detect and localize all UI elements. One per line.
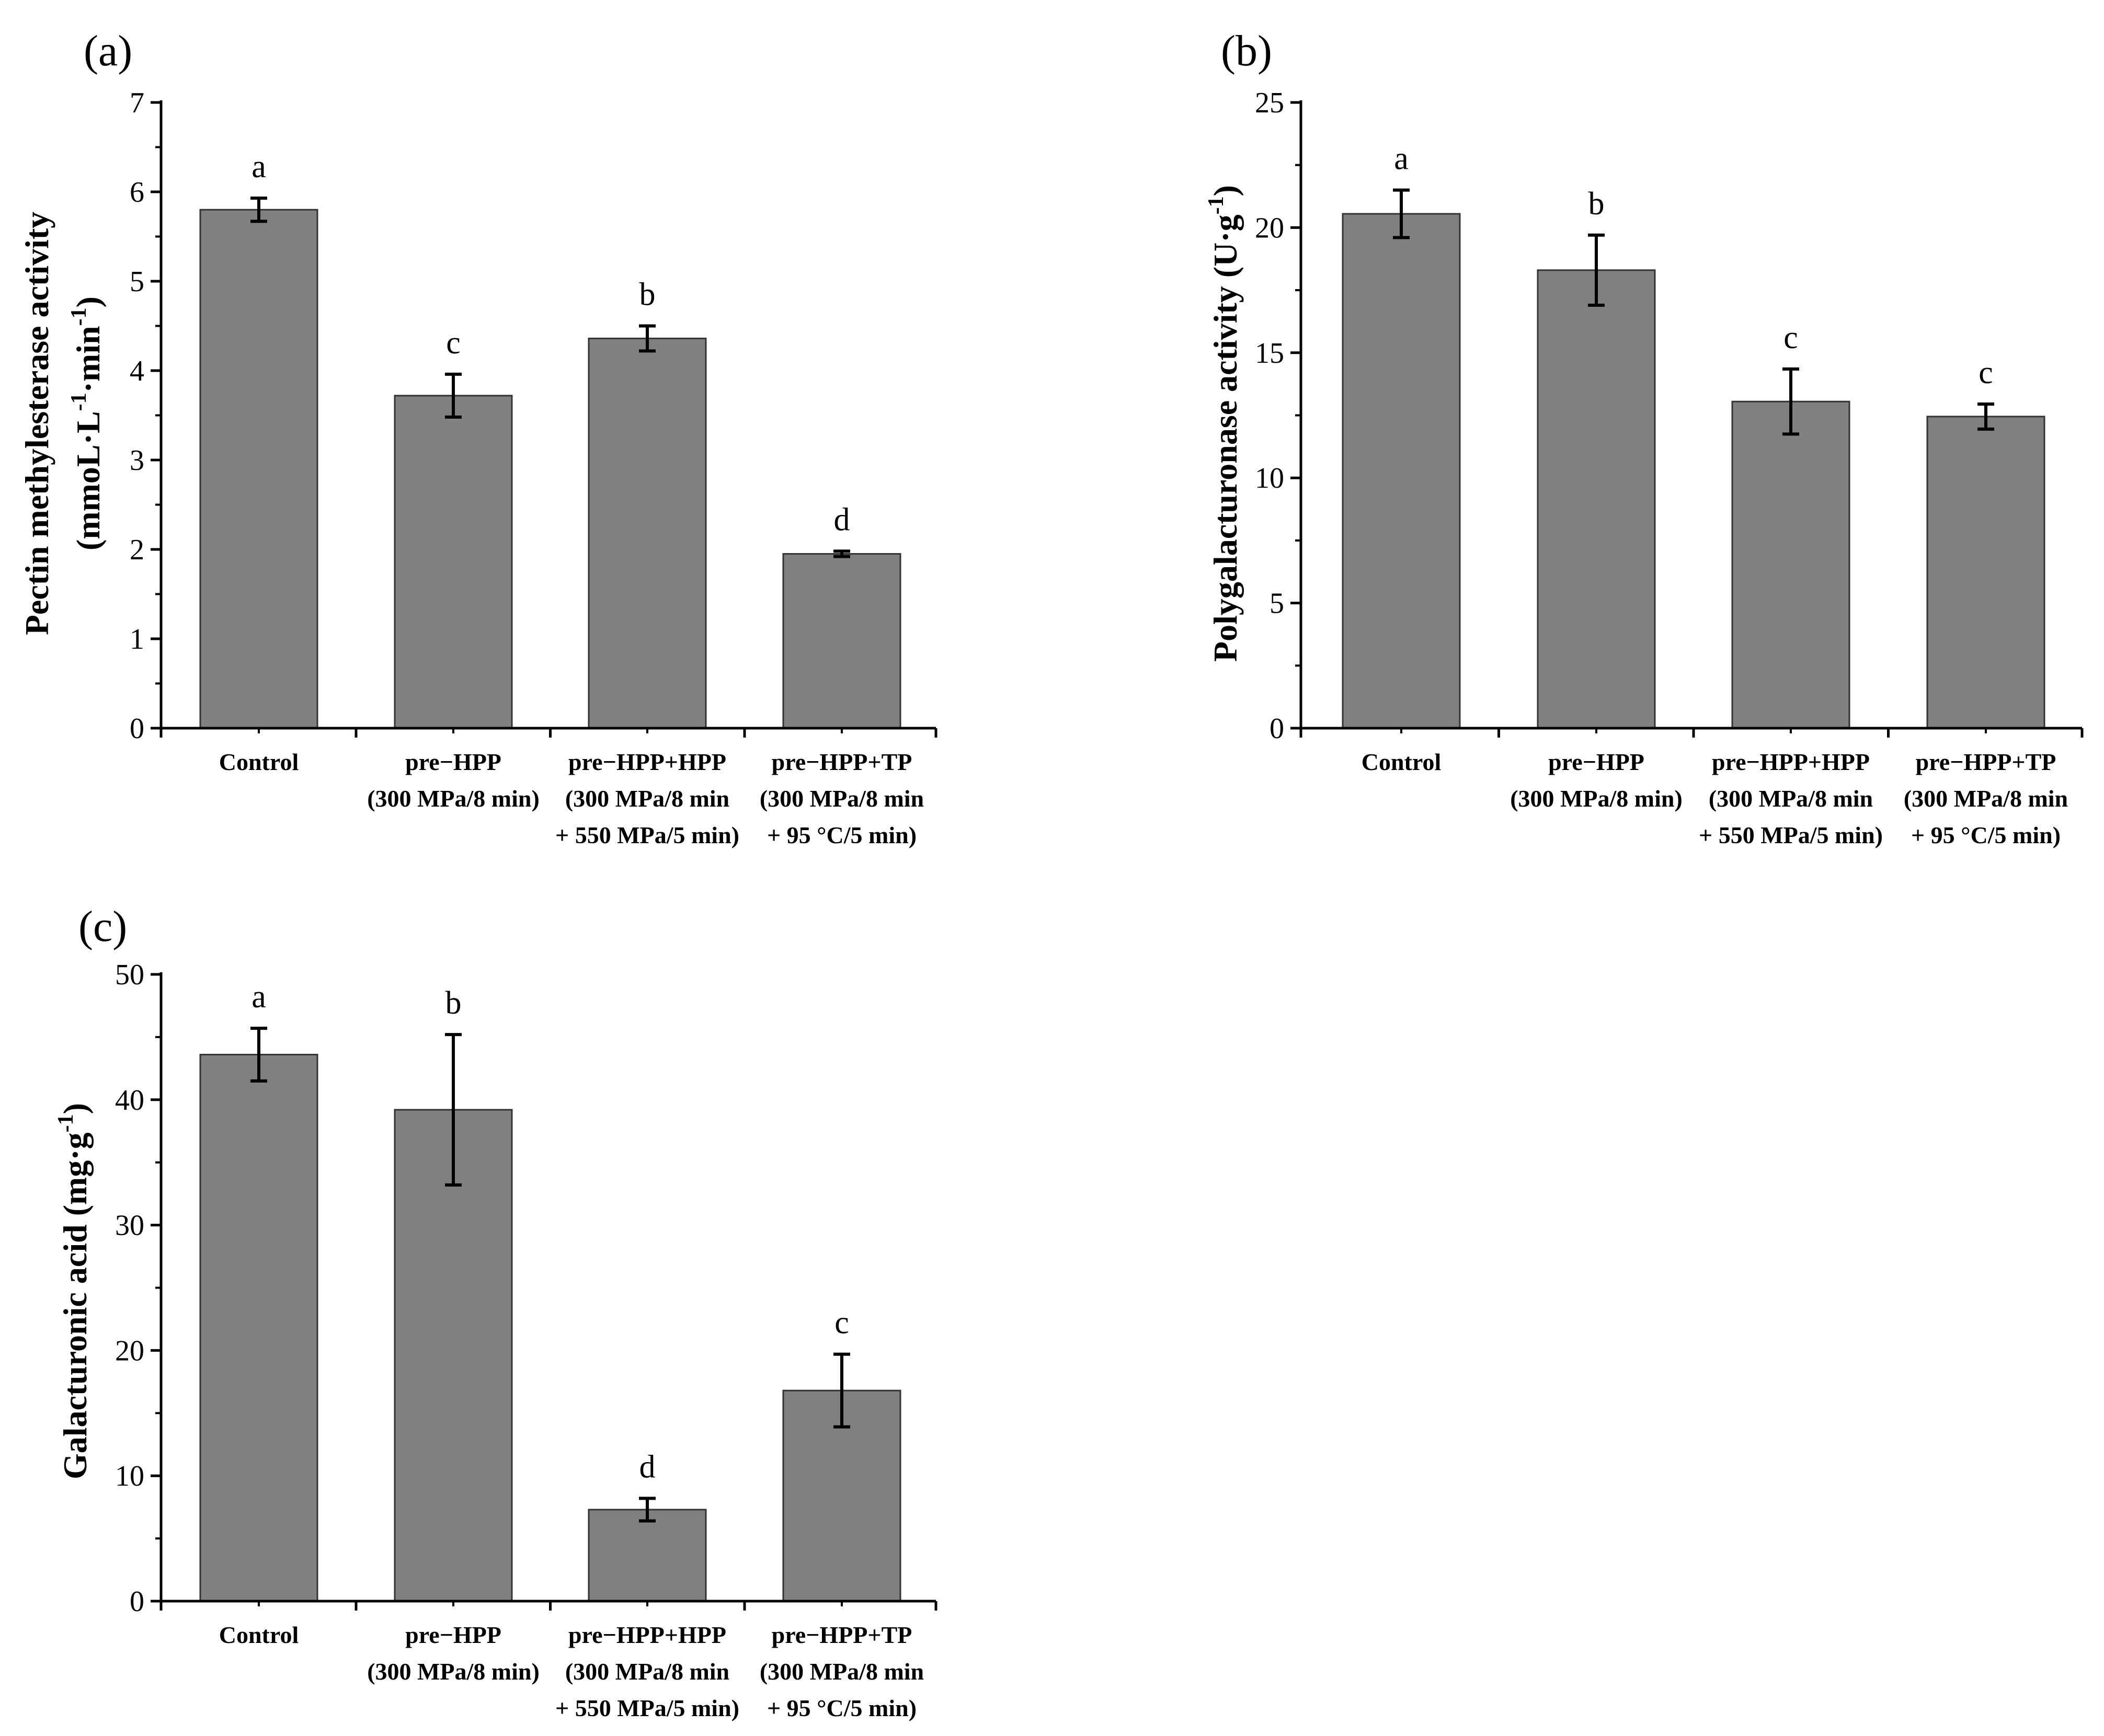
panel-b-significance-4: c	[1979, 355, 1993, 390]
panel-b-significance-3: c	[1783, 320, 1798, 355]
panel-b-category-label-3-line-1: pre−HPP+HPP	[1712, 749, 1870, 775]
panel-b-significance-2: b	[1588, 186, 1605, 222]
panel-b-category-label-3-line-3: + 550 MPa/5 min)	[1699, 822, 1883, 848]
panel-a-ytick-label-6: 5	[130, 266, 144, 298]
panel-a-ytick-label-7: 6	[130, 176, 144, 209]
panel-c-significance-1: a	[251, 979, 266, 1015]
panel-c-category-label-4-line-2: (300 MPa/8 min	[760, 1658, 924, 1685]
panel-b-chart: (b) Polygalacturonase activity (U·g-1) a…	[1204, 27, 2084, 848]
panel-c-bar-3	[588, 1509, 707, 1602]
panel-a-label: (a)	[84, 27, 132, 75]
panel-b-category-label-3-line-2: (300 MPa/8 min	[1709, 785, 1873, 812]
panel-a-category-label-1-line-1: Control	[219, 749, 299, 775]
panel-b-bar-4	[1926, 416, 2045, 729]
panel-c-category-label-4-line-3: + 95 °C/5 min)	[767, 1695, 917, 1721]
panel-a-ytick-label-8: 7	[130, 87, 144, 119]
panel-c-y-title-end: )	[56, 1103, 94, 1114]
panel-a-bar-4	[782, 553, 901, 729]
panel-c-y-title-sup: -1	[54, 1114, 78, 1132]
panel-c-significance-4: c	[834, 1305, 849, 1341]
panel-b-ytick-label-4: 15	[1255, 337, 1284, 370]
panel-a-ytick-label-3: 2	[130, 534, 144, 566]
panel-b-category-label-4-line-1: pre−HPP+TP	[1916, 749, 2056, 775]
panel-c-significance-3: d	[639, 1449, 656, 1485]
panel-b-bar-3	[1731, 400, 1850, 729]
panel-a-category-label-4-line-3: + 95 °C/5 min)	[767, 822, 917, 848]
panel-a-y-title-line1: Pectin methylesterase activity	[18, 212, 55, 635]
panel-b-bar-1	[1342, 213, 1461, 729]
panel-c-ytick-label-2: 10	[115, 1460, 144, 1492]
panel-c-significance-2: b	[445, 985, 462, 1021]
panel-a-y-unit-part1: (mmoL·L	[70, 411, 107, 550]
panel-c-ytick-label-4: 30	[115, 1210, 144, 1242]
panel-a-category-label-4-line-2: (300 MPa/8 min	[760, 785, 924, 812]
panel-a-y-unit-sup2: -1	[67, 307, 91, 326]
panel-a-bar-2	[394, 395, 513, 729]
panel-b-y-title-sup: -1	[1204, 196, 1228, 214]
panel-c-category-label-4-line-1: pre−HPP+TP	[772, 1622, 912, 1648]
panel-b-y-title-main: Polygalacturonase activity (U·g	[1207, 214, 1244, 662]
panel-b-category-label-4-line-3: + 95 °C/5 min)	[1911, 822, 2061, 848]
panel-c-y-title-main: Galacturonic acid (mg·g	[56, 1132, 94, 1479]
panel-b-ytick-label-1: 0	[1270, 712, 1284, 745]
panel-c-y-axis-title: Galacturonic acid (mg·g-1)	[54, 1103, 94, 1479]
panel-b-category-label-2-line-2: (300 MPa/8 min)	[1510, 785, 1683, 812]
panel-b-category-label-1-line-1: Control	[1362, 749, 1442, 775]
panel-c-ytick-label-5: 40	[115, 1084, 144, 1117]
panel-c-category-label-1-line-1: Control	[219, 1622, 299, 1648]
panel-b-significance-1: a	[1394, 141, 1409, 177]
panel-b-y-axis-title: Polygalacturonase activity (U·g-1)	[1204, 185, 1244, 662]
panel-a-significance-1: a	[251, 149, 266, 185]
panel-b-ytick-label-2: 5	[1270, 588, 1284, 620]
panel-c-chart: (c) Galacturonic acid (mg·g-1) a Control b…	[54, 902, 937, 1721]
panel-c-category-label-3-line-2: (300 MPa/8 min	[565, 1658, 729, 1685]
panel-b-bar-2	[1537, 269, 1656, 729]
panel-a-y-unit-part2: ·min	[70, 326, 107, 393]
panel-a-ytick-label-5: 4	[130, 355, 144, 387]
panel-a-category-label-2-line-1: pre−HPP	[405, 749, 501, 775]
panel-a-significance-3: b	[639, 277, 656, 313]
panel-a-bar-1	[199, 209, 318, 729]
panel-c-category-label-3-line-1: pre−HPP+HPP	[568, 1622, 726, 1648]
panel-a-bar-3	[588, 337, 707, 729]
panel-b-category-label-4-line-2: (300 MPa/8 min	[1904, 785, 2068, 812]
panel-b-label: (b)	[1221, 27, 1272, 75]
panel-b-ytick-label-6: 25	[1255, 87, 1284, 119]
panel-a-category-label-3-line-1: pre−HPP+HPP	[568, 749, 726, 775]
panel-a-ytick-label-2: 1	[130, 623, 144, 656]
panel-a-significance-2: c	[446, 325, 461, 361]
panel-a-y-unit-part3: )	[70, 296, 107, 307]
panel-a-y-axis-title: Pectin methylesterase activity	[18, 212, 55, 635]
panel-b-ytick-label-5: 20	[1255, 212, 1284, 244]
panel-c-category-label-2-line-2: (300 MPa/8 min)	[367, 1658, 540, 1685]
panel-c-ytick-label-6: 50	[115, 959, 144, 991]
panel-c-ytick-label-1: 0	[130, 1585, 144, 1618]
panel-c-label: (c)	[78, 902, 127, 951]
panel-a-chart: (a) Pectin methylesterase activity (mmoL…	[18, 27, 937, 848]
panel-a-ytick-label-1: 0	[130, 712, 144, 745]
panel-c-category-label-3-line-3: + 550 MPa/5 min)	[555, 1695, 739, 1721]
panel-c-ytick-label-3: 20	[115, 1335, 144, 1367]
panel-b-category-label-2-line-1: pre−HPP	[1548, 749, 1644, 775]
panel-a-category-label-3-line-2: (300 MPa/8 min	[565, 785, 729, 812]
panel-a-category-label-2-line-2: (300 MPa/8 min)	[367, 785, 540, 812]
panel-a-category-label-4-line-1: pre−HPP+TP	[772, 749, 912, 775]
panel-a-y-unit-sup1: -1	[67, 393, 91, 411]
panel-a-y-axis-unit: (mmoL·L-1·min-1)	[67, 296, 107, 550]
panel-a-category-label-3-line-3: + 550 MPa/5 min)	[555, 822, 739, 848]
panel-b-ytick-label-3: 10	[1255, 462, 1284, 495]
panel-b-y-title-end: )	[1207, 185, 1244, 196]
panel-a-ytick-label-4: 3	[130, 444, 144, 477]
panel-c-bar-1	[199, 1053, 318, 1602]
panel-c-bar-2	[394, 1109, 513, 1602]
panel-a-significance-4: d	[834, 502, 850, 537]
panel-c-category-label-2-line-1: pre−HPP	[405, 1622, 501, 1648]
